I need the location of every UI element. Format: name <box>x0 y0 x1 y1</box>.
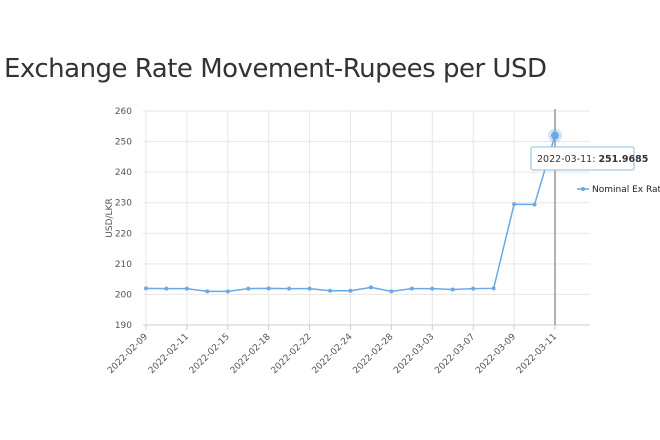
tooltip-date: 2022-03-11: <box>537 154 598 165</box>
x-tick-label: 2022-02-11 <box>147 332 191 376</box>
y-tick-label: 220 <box>115 229 132 239</box>
tooltip-box <box>530 146 635 171</box>
x-tick-label: 2022-03-07 <box>433 332 477 376</box>
data-point <box>532 202 537 207</box>
x-tick-label: 2022-02-18 <box>229 332 273 376</box>
y-tick-label: 240 <box>115 168 132 178</box>
x-tick-label: 2022-03-09 <box>474 332 518 376</box>
data-point <box>389 289 394 294</box>
data-point <box>144 286 148 291</box>
data-point <box>246 286 251 291</box>
y-tick-label: 260 <box>115 107 132 117</box>
x-tick-label: 2022-03-03 <box>392 332 436 376</box>
x-tick-label: 2022-02-09 <box>106 332 150 376</box>
data-point <box>551 131 559 140</box>
y-tick-label: 250 <box>115 138 132 148</box>
data-point <box>328 288 333 293</box>
data-point <box>348 288 353 293</box>
data-point <box>409 286 414 291</box>
data-point <box>450 287 455 292</box>
tooltip-value: 251.9685 <box>598 154 648 165</box>
data-point <box>287 286 292 291</box>
data-point <box>471 286 476 291</box>
data-point <box>491 286 496 291</box>
legend-label: Nominal Ex Rate <box>592 185 660 195</box>
y-tick-label: 210 <box>115 260 132 270</box>
x-tick-label: 2022-02-28 <box>351 332 395 376</box>
data-point <box>266 286 271 291</box>
data-point <box>430 286 435 291</box>
data-point <box>184 286 189 291</box>
y-tick-label: 190 <box>115 321 132 331</box>
data-point <box>164 286 169 291</box>
data-point <box>225 289 230 294</box>
y-tick-label: 230 <box>115 199 132 209</box>
tooltip-text: 2022-03-11: 251.9685 <box>537 154 648 165</box>
y-axis-label: USD/LKR <box>105 198 115 237</box>
chart-title: Exchange Rate Movement-Rupees per USD <box>4 54 547 84</box>
x-tick-label: 2022-02-24 <box>311 332 355 376</box>
data-point <box>512 202 517 207</box>
legend-marker <box>581 187 585 191</box>
hover-halo <box>548 128 562 143</box>
x-tick-label: 2022-02-22 <box>270 332 314 376</box>
data-point <box>307 286 312 291</box>
y-tick-label: 200 <box>115 290 132 300</box>
x-tick-label: 2022-03-11 <box>515 332 559 376</box>
data-point <box>368 285 373 290</box>
x-tick-label: 2022-02-15 <box>188 332 232 376</box>
data-point <box>205 289 210 294</box>
